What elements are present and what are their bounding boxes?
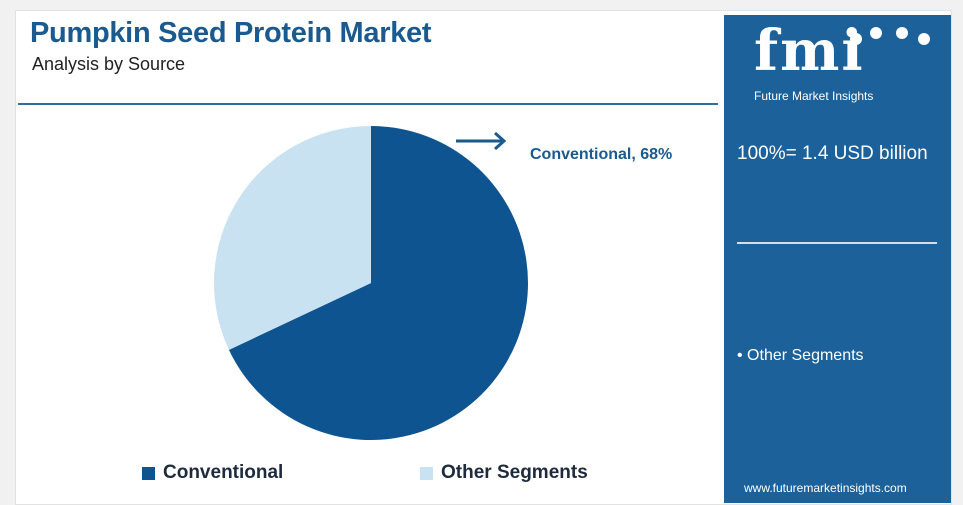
- right-arrow-icon: [456, 131, 507, 151]
- side-panel: fmi Future Market Insights 100%= 1.4 USD…: [724, 15, 951, 503]
- logo-dots-icon: [850, 27, 930, 45]
- legend-swatch-conventional: [142, 466, 155, 480]
- legend-label-other-segments: Other Segments: [441, 462, 588, 483]
- legend-item-conventional: Conventional: [142, 462, 283, 484]
- fmi-logo: fmi: [754, 18, 865, 84]
- panel-bullet-item: • Other Segments: [737, 347, 864, 364]
- legend-swatch-other-segments: [420, 466, 433, 480]
- panel-divider: [737, 242, 937, 244]
- chart-card: Pumpkin Seed Protein Market Analysis by …: [15, 10, 952, 505]
- legend-item-other-segments: Other Segments: [420, 462, 588, 484]
- header-divider: [18, 103, 718, 105]
- pie-slice-conventional: [228, 126, 529, 440]
- annotation-label: Conventional, 68%: [530, 146, 672, 163]
- website-link[interactable]: www.futuremarketinsights.com: [744, 481, 907, 495]
- pie-chart: Conventional, 68%: [213, 126, 672, 440]
- legend-label-conventional: Conventional: [163, 462, 284, 483]
- chart-title: Pumpkin Seed Protein Market: [30, 17, 432, 49]
- market-total: 100%= 1.4 USD billion: [737, 143, 928, 164]
- logo-subtitle: Future Market Insights: [754, 89, 874, 103]
- chart-subtitle: Analysis by Source: [32, 54, 186, 74]
- pie-slice-other-segments: [213, 126, 371, 350]
